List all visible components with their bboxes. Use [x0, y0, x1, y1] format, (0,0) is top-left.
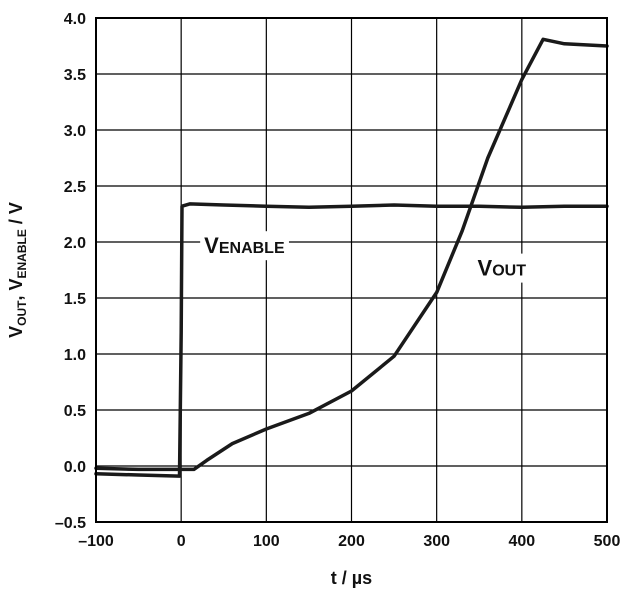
label-background — [473, 253, 531, 283]
x-tick-label: –100 — [78, 533, 114, 550]
x-axis-label: t / µs — [331, 568, 372, 588]
x-tick-label: 400 — [508, 533, 535, 550]
y-axis-label-sub2: ENABLE — [15, 229, 29, 278]
y-axis-label-mid: , V — [6, 278, 26, 300]
series-label-venable-main: V — [204, 233, 219, 258]
series-label-vout-sub: OUT — [492, 263, 526, 280]
grid — [96, 18, 607, 522]
x-tick-label: 200 — [338, 533, 365, 550]
y-axis-label: VOUT, VENABLE / V — [6, 202, 29, 338]
series-line-venable — [94, 202, 609, 478]
series-label-venable-sub: ENABLE — [219, 240, 285, 257]
y-tick-label: 1.5 — [64, 291, 86, 308]
y-tick-label: 3.0 — [64, 123, 86, 140]
y-tick-label: –0.5 — [55, 515, 86, 532]
y-tick-label: 0.5 — [64, 403, 86, 420]
plot-frame — [95, 17, 608, 523]
y-tick-label: 0.0 — [64, 459, 86, 476]
y-axis-ticks: –0.5 0.0 0.5 1.0 1.5 2.0 2.5 3.0 3.5 4.0 — [55, 11, 86, 532]
x-axis-ticks: –100 0 100 200 300 400 500 — [78, 533, 620, 550]
y-tick-label: 2.0 — [64, 235, 86, 252]
y-tick-label: 1.0 — [64, 347, 86, 364]
x-tick-label: 100 — [253, 533, 280, 550]
x-tick-label: 300 — [423, 533, 450, 550]
series-label-vout-main: V — [478, 256, 493, 281]
label-background — [200, 231, 289, 261]
y-axis-label-v1: V — [6, 326, 26, 338]
y-axis-label-end: / V — [6, 202, 26, 229]
y-tick-label: 3.5 — [64, 67, 86, 84]
series-layer — [94, 37, 609, 478]
x-tick-label: 0 — [177, 533, 186, 550]
y-tick-label: 2.5 — [64, 179, 86, 196]
series-label-vout: VOUT — [478, 256, 527, 281]
series-line-vout — [94, 37, 609, 472]
x-tick-label: 500 — [594, 533, 621, 550]
series-label-venable: VENABLE — [204, 233, 285, 258]
y-axis-label-sub1: OUT — [15, 300, 29, 326]
y-tick-label: 4.0 — [64, 11, 86, 28]
